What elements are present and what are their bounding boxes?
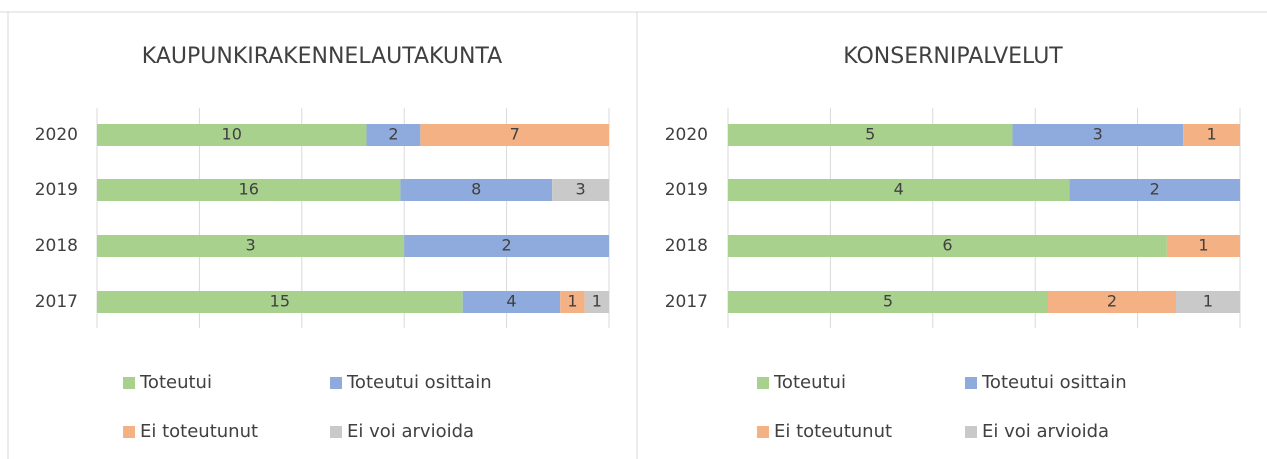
data-label: 2 [502, 236, 512, 255]
y-tick-label: 2020 [35, 125, 78, 145]
data-label: 2 [1107, 292, 1117, 311]
bar-segment [400, 179, 553, 201]
bar-segment [552, 179, 609, 201]
bar-segment [1048, 291, 1176, 313]
data-label: 10 [222, 125, 242, 144]
legend-swatch [123, 377, 135, 389]
data-label: 1 [1206, 125, 1216, 144]
bar-segment [1183, 124, 1240, 146]
data-label: 1 [567, 292, 577, 311]
data-label: 5 [865, 125, 875, 144]
legend-label: Toteutui osittain [346, 372, 492, 393]
bar-segment [97, 235, 405, 257]
bar-segment [404, 235, 609, 257]
legend-label: Ei toteutunut [774, 421, 892, 442]
y-tick-label: 2019 [665, 180, 708, 200]
legend-label: Toteutui osittain [981, 372, 1127, 393]
data-label: 2 [388, 125, 398, 144]
data-label: 1 [1198, 236, 1208, 255]
data-label: 4 [506, 292, 516, 311]
legend-label: Toteutui [139, 372, 212, 393]
data-label: 3 [575, 180, 585, 199]
legend-swatch [330, 426, 342, 438]
legend-label: Ei toteutunut [140, 421, 258, 442]
legend-swatch [757, 377, 769, 389]
chart-title: KAUPUNKIRAKENNELAUTAKUNTA [142, 44, 502, 69]
bar-segment [97, 179, 401, 201]
data-label: 3 [1093, 125, 1103, 144]
bar-segment [728, 291, 1048, 313]
y-tick-label: 2018 [35, 236, 78, 256]
y-tick-label: 2017 [665, 292, 708, 312]
data-label: 1 [592, 292, 602, 311]
y-tick-label: 2017 [35, 292, 78, 312]
bar-segment [97, 291, 463, 313]
y-tick-label: 2018 [665, 236, 708, 256]
legend-swatch [965, 377, 977, 389]
legend-swatch [123, 426, 135, 438]
bar-segment [462, 291, 561, 313]
bar-segment [366, 124, 421, 146]
bar-segment [560, 291, 585, 313]
legend-swatch [757, 426, 769, 438]
y-tick-label: 2019 [35, 180, 78, 200]
data-label: 1 [1203, 292, 1213, 311]
data-label: 7 [510, 125, 520, 144]
legend-label: Ei voi arvioida [347, 421, 474, 442]
legend-swatch [330, 377, 342, 389]
data-label: 2 [1150, 180, 1160, 199]
bar-segment [584, 291, 609, 313]
data-label: 6 [942, 236, 952, 255]
data-label: 3 [246, 236, 256, 255]
bar-segment [728, 124, 1013, 146]
bar-segment [728, 235, 1167, 257]
bar-segment [1166, 235, 1240, 257]
bar-segment [1069, 179, 1240, 201]
y-tick-label: 2020 [665, 125, 708, 145]
legend-swatch [965, 426, 977, 438]
data-label: 4 [894, 180, 904, 199]
bar-segment [1012, 124, 1184, 146]
data-label: 16 [239, 180, 259, 199]
bar-segment [97, 124, 367, 146]
chart-title: KONSERNIPALVELUT [843, 44, 1063, 69]
bar-segment [420, 124, 609, 146]
data-label: 5 [883, 292, 893, 311]
data-label: 8 [471, 180, 481, 199]
bar-segment [728, 179, 1070, 201]
legend-label: Ei voi arvioida [982, 421, 1109, 442]
data-label: 15 [270, 292, 290, 311]
legend-label: Toteutui [773, 372, 846, 393]
bar-segment [1176, 291, 1240, 313]
